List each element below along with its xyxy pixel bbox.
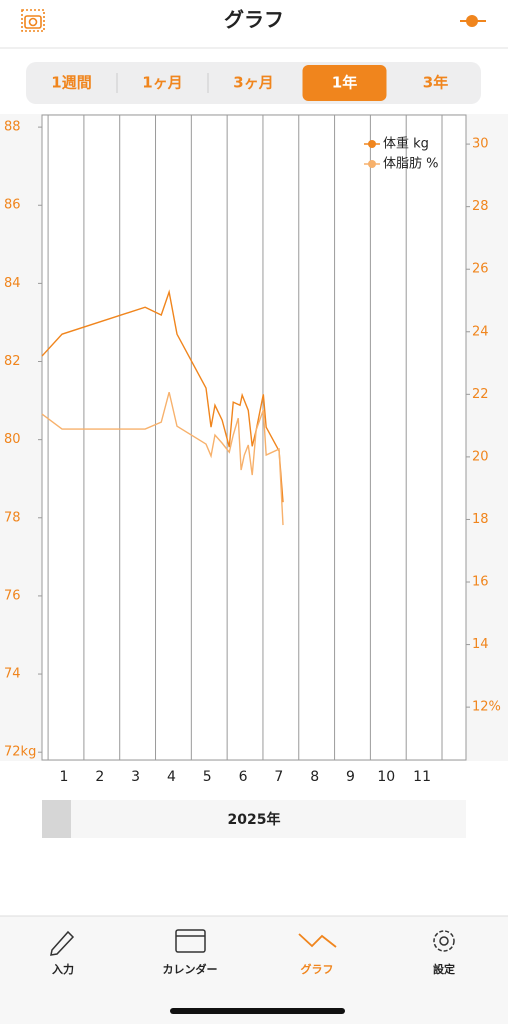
x-tick-label: 1 — [60, 769, 69, 785]
y2-tick-label: 12% — [472, 700, 501, 715]
nav-label[interactable]: 入力 — [52, 962, 74, 976]
tab-label[interactable]: 1ヶ月 — [142, 74, 182, 92]
series-line — [41, 289, 284, 503]
y2-tick-label: 18 — [472, 512, 489, 527]
legend-marker — [368, 140, 376, 148]
x-tick-label: 8 — [310, 769, 319, 785]
y2-tick-label: 30 — [472, 137, 489, 152]
icon-frame — [21, 9, 45, 32]
y2-tick-label: 22 — [472, 387, 489, 402]
y-tick-label: 72kg — [4, 745, 36, 760]
x-tick-label: 2 — [95, 769, 104, 785]
y-tick-label: 76 — [4, 588, 21, 603]
x-tick-label: 9 — [346, 769, 355, 785]
calendar-shape — [175, 929, 206, 953]
series-line — [41, 391, 284, 526]
x-tick-label: 4 — [167, 769, 176, 785]
legend-label: 体脂肪 % — [383, 156, 439, 172]
y-tick-label: 78 — [4, 510, 21, 525]
graph-shape — [298, 933, 337, 948]
year-label: 2025年 — [228, 811, 281, 828]
nav-label[interactable]: グラフ — [301, 962, 334, 976]
plot-border — [41, 114, 467, 761]
x-tick-label: 3 — [131, 769, 140, 785]
y2-tick-label: 24 — [472, 324, 489, 339]
icon-lens — [28, 17, 38, 27]
x-tick-label: 11 — [413, 769, 431, 785]
x-tick-label: 5 — [203, 769, 212, 785]
tab-label[interactable]: 3ヶ月 — [233, 74, 273, 92]
home-indicator — [170, 1008, 345, 1014]
y2-tick-label: 26 — [472, 262, 489, 277]
icon-body — [24, 15, 42, 29]
nav-items: 入力 カレンダー グラフ 設定 — [52, 962, 455, 976]
calendar-icon — [175, 929, 206, 953]
tab-label[interactable]: 1年 — [332, 74, 357, 92]
y-tick-label: 80 — [4, 432, 21, 447]
pencil-icon — [50, 930, 75, 956]
y2-tick-label: 20 — [472, 449, 489, 464]
tab-selected — [302, 65, 387, 101]
legend-label: 体重 kg — [383, 136, 429, 152]
graph-icon — [298, 933, 337, 948]
y-tick-label: 84 — [4, 276, 21, 291]
icon-knob — [466, 15, 478, 27]
tab-label[interactable]: 3年 — [423, 74, 448, 92]
y-tick-label: 74 — [4, 667, 21, 682]
camera-icon[interactable] — [21, 9, 45, 32]
gear-icon — [433, 930, 455, 952]
y2-tick-label: 28 — [472, 199, 489, 214]
tab-label[interactable]: 1週間 — [51, 74, 91, 92]
nav-label[interactable]: カレンダー — [163, 962, 218, 976]
chart: 1 2 3 4 5 6 7 8 9 10 11888684828078767472kg3028262… — [4, 114, 501, 785]
nav-label[interactable]: 設定 — [433, 962, 455, 976]
pencil-shape — [50, 930, 75, 956]
gear-outer — [433, 930, 455, 952]
y2-tick-label: 16 — [472, 575, 489, 590]
year-scroll-thumb[interactable] — [42, 800, 71, 838]
y-tick-label: 86 — [4, 198, 21, 213]
y2-tick-label: 14 — [472, 637, 489, 652]
tab-nav — [0, 916, 508, 1024]
x-tick-label: 7 — [274, 769, 283, 785]
page-title: グラフ — [224, 8, 284, 32]
x-tick-label: 6 — [239, 769, 248, 785]
legend-marker — [368, 160, 376, 168]
y-tick-label: 88 — [4, 120, 21, 135]
year-bar — [42, 800, 466, 838]
graph-settings-icon[interactable] — [460, 15, 486, 27]
gear-inner — [439, 936, 449, 946]
y-tick-label: 82 — [4, 354, 21, 369]
tabs: 1週間 1ヶ月 3ヶ月 1年 3年 — [51, 65, 448, 101]
x-tick-label: 10 — [377, 769, 395, 785]
